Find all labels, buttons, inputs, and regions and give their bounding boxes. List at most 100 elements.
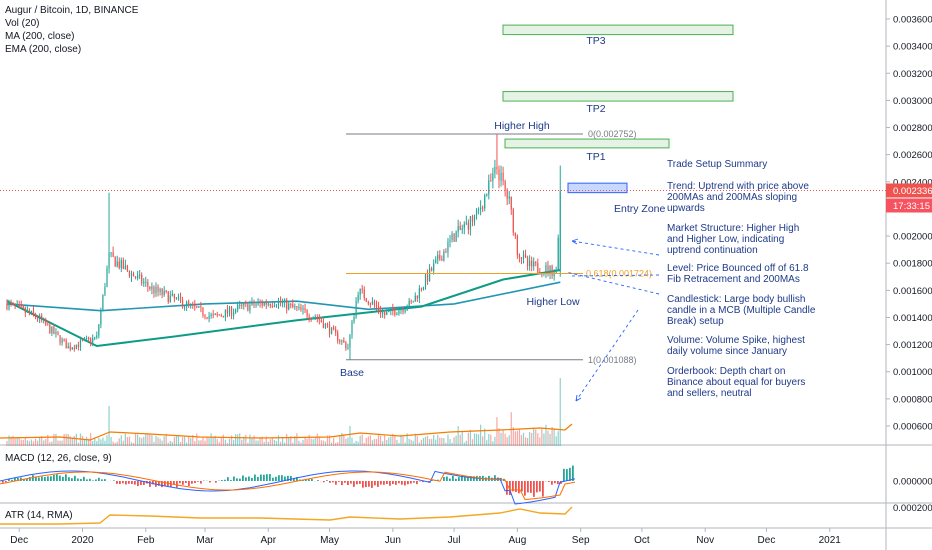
volume-bar xyxy=(353,442,355,446)
macd-histogram-bar xyxy=(512,481,514,492)
candle-body xyxy=(286,299,288,310)
candle-body xyxy=(482,207,484,209)
macd-histogram-bar xyxy=(20,477,22,481)
volume-bar xyxy=(390,436,392,446)
candle-body xyxy=(382,312,384,314)
volume-bar xyxy=(10,436,12,446)
volume-bar xyxy=(482,436,484,446)
volume-bar xyxy=(292,442,294,446)
candle-body xyxy=(36,317,39,320)
legend-volume[interactable]: Vol (20) xyxy=(5,18,40,29)
legend-ma[interactable]: MA (200, close) xyxy=(5,31,75,42)
candle-body xyxy=(98,324,100,336)
candle-body xyxy=(363,289,365,299)
candle-body xyxy=(339,340,341,342)
candle-body xyxy=(6,303,8,309)
time-tick-label: Feb xyxy=(137,535,155,546)
volume-bar xyxy=(120,435,122,446)
volume-bar xyxy=(529,431,531,446)
volume-bar xyxy=(543,433,545,446)
macd-histogram-bar xyxy=(554,481,556,484)
volume-bar xyxy=(294,436,296,446)
symbol-title[interactable]: Augur / Bitcoin, 1D, BINANCE xyxy=(5,5,139,16)
volume-bar xyxy=(67,433,69,446)
macd-histogram-bar xyxy=(257,476,259,481)
volume-bar xyxy=(371,440,374,446)
macd-histogram-bar xyxy=(17,477,19,481)
volume-bar xyxy=(333,437,335,446)
volume-bar xyxy=(518,429,521,446)
candle-body xyxy=(112,252,114,257)
volume-bar xyxy=(498,428,500,446)
volume-bar xyxy=(392,433,394,446)
atr-label[interactable]: ATR (14, RMA) xyxy=(5,510,73,521)
macd-histogram-bar xyxy=(368,481,370,487)
volume-bar xyxy=(310,438,312,446)
candle-body xyxy=(314,317,316,319)
macd-histogram-bar xyxy=(395,481,397,485)
volume-bar xyxy=(437,434,439,446)
macd-histogram-bar xyxy=(149,481,151,487)
volume-bar xyxy=(355,440,357,446)
volume-bar xyxy=(545,424,547,446)
macd-histogram-bar xyxy=(128,481,130,484)
candle-body xyxy=(418,288,420,299)
arrow-volume xyxy=(575,309,639,402)
price-axis[interactable]: 0.003600 0.003400 0.003200 0.003000 0.002800… xyxy=(886,15,932,433)
macd-histogram-bar xyxy=(131,481,133,484)
volume-bar xyxy=(77,442,80,446)
candle-body xyxy=(200,306,202,308)
macd-histogram-bar xyxy=(521,481,523,492)
volume-bars xyxy=(6,378,561,446)
macd-histogram-bar xyxy=(188,481,190,486)
candle-body xyxy=(163,290,165,296)
macd-histogram-bar xyxy=(29,477,31,481)
candle-body xyxy=(500,172,502,181)
summary-line: Candlestick: Large body bullish xyxy=(667,294,805,305)
last-price-line: 0.002336 17:33:15 xyxy=(0,183,932,213)
price-tick-label: 0.001400 xyxy=(893,313,932,324)
candle-body xyxy=(104,286,106,295)
volume-bar xyxy=(506,437,508,446)
candle-body xyxy=(404,310,406,312)
candle-body xyxy=(228,306,231,314)
macd-histogram-bar xyxy=(278,475,280,481)
macd-histogram-bar xyxy=(410,481,412,484)
volume-bar xyxy=(118,438,120,446)
candle-body xyxy=(247,303,249,311)
time-tick-label: Aug xyxy=(508,535,526,546)
candle-body xyxy=(210,314,212,316)
candle-body xyxy=(253,301,255,306)
candle-body xyxy=(181,300,184,308)
volume-bar xyxy=(198,440,200,446)
candle-body xyxy=(414,295,416,302)
macd-histogram-bar xyxy=(191,481,193,484)
volume-bar xyxy=(522,432,525,446)
macd-histogram-bar xyxy=(179,481,181,484)
tp-label: TP3 xyxy=(586,35,605,47)
volume-bar xyxy=(75,433,77,446)
candle-body xyxy=(77,344,80,347)
candle-body xyxy=(465,222,467,224)
candle-body xyxy=(114,256,116,267)
candle-body xyxy=(304,308,306,311)
ma200-line xyxy=(6,281,561,312)
candle-body xyxy=(467,222,469,230)
volume-bar xyxy=(104,440,106,446)
candle-body xyxy=(141,274,143,284)
volume-bar xyxy=(308,434,310,446)
macd-label[interactable]: MACD (12, 26, close, 9) xyxy=(5,453,112,464)
volume-bar xyxy=(63,434,65,446)
candle-body xyxy=(461,228,463,230)
legend-ema[interactable]: EMA (200, close) xyxy=(5,44,82,55)
time-axis[interactable]: Dec 2020 Feb Mar Apr May Jun Jul Aug Sep Oct Nov Dec… xyxy=(10,528,841,546)
candle-body xyxy=(263,302,265,306)
candle-body xyxy=(537,263,539,272)
candle-body xyxy=(412,301,414,303)
volume-bar xyxy=(473,433,476,446)
macd-histogram-bar xyxy=(164,481,166,486)
candle-body xyxy=(214,313,216,315)
volume-bar xyxy=(222,434,224,446)
macd-histogram-bar xyxy=(317,480,319,481)
